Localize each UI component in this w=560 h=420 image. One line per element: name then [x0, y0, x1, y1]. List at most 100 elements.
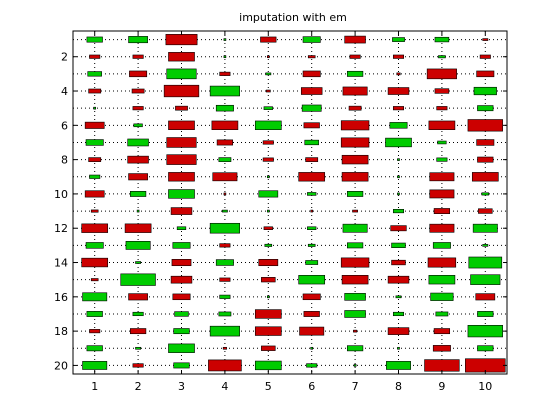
- data-box-r2-c6: [307, 55, 316, 59]
- data-box-r11-c7: [352, 209, 359, 213]
- data-box-r2-c9: [438, 55, 446, 59]
- data-box-r10-c2: [129, 191, 147, 197]
- data-box-r7-c4: [216, 139, 234, 146]
- data-box-r2-c8: [392, 54, 405, 59]
- data-box-r10-c6: [307, 192, 317, 196]
- data-box-r19-c2: [135, 346, 142, 350]
- y-tick-label-8: 8: [61, 154, 68, 167]
- data-box-r18-c3: [173, 328, 190, 335]
- data-box-r8-c9: [436, 157, 448, 162]
- x-tick-label-6: 6: [308, 380, 315, 393]
- data-box-r13-c10: [482, 244, 489, 247]
- data-box-r3-c1: [87, 71, 102, 77]
- data-box-r15-c10: [470, 274, 501, 285]
- x-tick-label-8: 8: [395, 380, 402, 393]
- data-box-r5-c9: [436, 106, 448, 111]
- data-box-r7-c7: [340, 137, 370, 148]
- data-box-r15-c4: [219, 277, 231, 282]
- data-box-r19-c3: [168, 343, 195, 353]
- data-box-r16-c1: [82, 292, 108, 302]
- data-box-r17-c7: [344, 310, 366, 318]
- x-tick-label-9: 9: [438, 380, 445, 393]
- data-box-r1-c8: [392, 37, 405, 42]
- data-box-r14-c3: [171, 259, 192, 267]
- data-box-r12-c6: [307, 226, 317, 230]
- data-box-r19-c6: [310, 346, 314, 350]
- data-box-r9-c9: [429, 172, 455, 182]
- data-box-r1-c9: [434, 36, 450, 43]
- data-box-r8-c8: [397, 158, 400, 161]
- data-box-r11-c3: [170, 207, 193, 215]
- data-box-r18-c5: [254, 326, 282, 336]
- data-box-r10-c1: [84, 190, 105, 198]
- y-tick-label-18: 18: [54, 325, 68, 338]
- y-tick-label-14: 14: [54, 257, 68, 270]
- data-box-r19-c5: [261, 345, 276, 351]
- data-box-r16-c5: [266, 295, 270, 299]
- data-box-r14-c2: [135, 261, 142, 264]
- data-box-r20-c1: [82, 361, 108, 370]
- data-box-r8-c2: [127, 155, 149, 164]
- data-box-r5-c5: [263, 106, 273, 110]
- data-box-r7-c1: [85, 139, 104, 146]
- data-box-r3-c8: [396, 72, 401, 76]
- data-box-r5-c7: [348, 105, 362, 111]
- data-box-r15-c2: [120, 273, 156, 286]
- data-box-r20-c3: [173, 362, 190, 369]
- data-box-r2-c4: [223, 55, 227, 59]
- data-box-r14-c5: [258, 259, 279, 267]
- data-box-r6-c2: [133, 123, 143, 128]
- data-box-r4-c8: [387, 87, 410, 95]
- x-tick-label-10: 10: [478, 380, 492, 393]
- data-box-r12-c8: [390, 225, 407, 232]
- data-box-r15-c9: [428, 275, 456, 285]
- data-box-r3-c3: [166, 68, 197, 80]
- data-box-r1-c4: [223, 38, 227, 41]
- data-box-r20-c6: [306, 363, 318, 368]
- data-box-r20-c7: [353, 364, 357, 367]
- y-axis-ticks: 2 4 6 8 10 12 14 16 18 20: [54, 51, 507, 372]
- data-box-r6-c9: [428, 120, 456, 130]
- data-box-r12-c10: [472, 223, 498, 233]
- data-box-r11-c1: [90, 209, 99, 213]
- data-box-r6-c7: [340, 120, 370, 131]
- data-box-r2-c3: [168, 52, 195, 62]
- data-box-r10-c5: [258, 190, 279, 198]
- data-box-r5-c10: [477, 105, 494, 112]
- data-box-r4-c6: [300, 87, 323, 95]
- data-box-r1-c3: [165, 34, 198, 46]
- data-box-r19-c7: [346, 345, 364, 352]
- data-box-r18-c10: [467, 325, 503, 338]
- plot-frame: [72, 30, 508, 375]
- x-tick-label-7: 7: [352, 380, 359, 393]
- data-box-r1-c10: [482, 38, 489, 41]
- data-box-r18-c8: [387, 327, 410, 335]
- data-box-r9-c3: [168, 172, 195, 182]
- data-box-r8-c4: [218, 157, 232, 162]
- data-box-r8-c7: [341, 154, 369, 165]
- data-box-r2-c2: [132, 54, 144, 59]
- data-box-r17-c10: [477, 311, 494, 317]
- data-box-r13-c3: [172, 242, 191, 249]
- y-tick-label-6: 6: [61, 119, 68, 132]
- data-box-r7-c9: [437, 140, 447, 145]
- data-box-r2-c5: [266, 55, 270, 59]
- data-box-r4-c7: [342, 86, 368, 96]
- data-box-r7-c5: [262, 140, 274, 145]
- data-box-r17-c5: [254, 309, 282, 319]
- data-box-r3-c5: [265, 72, 272, 76]
- data-box-r17-c4: [218, 311, 232, 317]
- data-box-r11-c4: [221, 209, 228, 213]
- data-box-r2-c10: [479, 54, 491, 59]
- data-box-r4-c3: [163, 84, 200, 98]
- x-tick-label-3: 3: [178, 380, 185, 393]
- data-box-r13-c7: [346, 242, 364, 249]
- y-tick-label-12: 12: [54, 222, 68, 235]
- data-box-r3-c7: [346, 70, 364, 77]
- grid-lines: [73, 31, 507, 374]
- data-box-r14-c9: [427, 257, 457, 268]
- x-axis-ticks: 1 2 3 4 5 6 7 8 9 10: [91, 31, 492, 393]
- data-box-r17-c9: [435, 311, 449, 317]
- data-box-r19-c4: [222, 346, 227, 350]
